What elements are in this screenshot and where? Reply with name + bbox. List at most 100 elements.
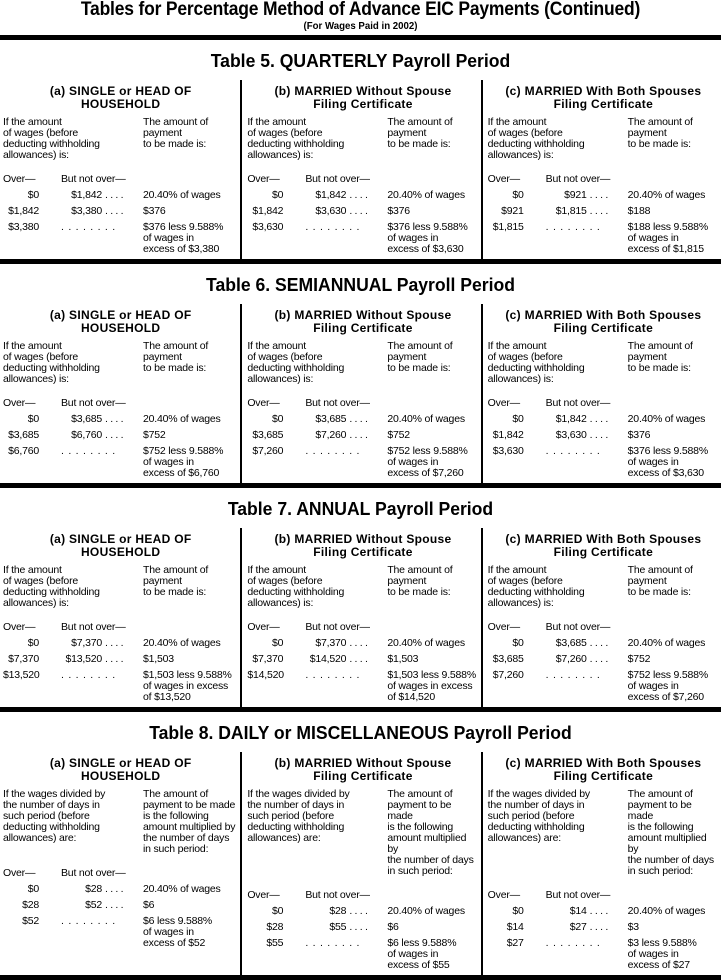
column-intro: If the amount of wages (before deducting…: [488, 341, 719, 385]
over-value: $0: [27, 189, 39, 201]
bracket-rows: $0 $1,842.... 20.40% of wages $1,842 $3,380.…: [3, 190, 238, 255]
over-value: $52: [22, 915, 39, 927]
wage-condition-text: If the wages divided by the number of da…: [487, 788, 590, 844]
leader-dots: ....: [105, 654, 126, 665]
over-value: $0: [272, 189, 284, 201]
bracket-row: $14 $27.... $3: [488, 922, 719, 938]
bracket-row: $1,842 $3,630.... $376: [488, 430, 719, 446]
leader-dots: ....: [589, 190, 611, 201]
leader-dots: ....: [349, 906, 371, 917]
leader-dots: ....: [349, 190, 371, 201]
document-title: Tables for Percentage Method of Advance …: [80, 0, 641, 20]
bracket-row: $6,760........ $752 less 9.588% of wages …: [3, 446, 238, 479]
bracket-rows: $0 $921.... 20.40% of wages $921 $1,815.... $…: [488, 190, 719, 255]
leader-dots: ....: [589, 206, 611, 217]
column-heading-line: (b) MARRIED Without Spouse: [274, 756, 452, 770]
payment-amount: $752 less 9.588% of wages in excess of $…: [387, 445, 468, 479]
over-label: Over—: [3, 867, 36, 879]
over-label: Over—: [3, 173, 36, 185]
payment-amount: 20.40% of wages: [387, 189, 465, 201]
not-over-value: $6,760: [71, 429, 102, 441]
column-intro: If the wages divided by the number of da…: [247, 789, 478, 877]
leader-dots: ....: [349, 206, 371, 217]
leader-dots: ........: [545, 446, 605, 457]
payment-amount: $6 less 9.588% of wages in excess of $52: [143, 915, 212, 949]
not-over-value: $3,685: [315, 413, 347, 425]
column-heading-line: HOUSEHOLD: [80, 545, 161, 559]
bracket-row: $0 $1,842.... 20.40% of wages: [3, 190, 238, 206]
payment-condition-text: The amount of payment to be made is the …: [387, 788, 474, 877]
bracket-header: Over— But not over—: [247, 622, 478, 633]
bracket-rows: $0 $3,685.... 20.40% of wages $3,685 $7,260.…: [247, 414, 478, 479]
leader-dots: ........: [305, 222, 364, 233]
not-over-label: But not over—: [545, 621, 611, 633]
filing-status-column: (a) SINGLE or HEAD OF HOUSEHOLD If the amo…: [0, 528, 240, 707]
not-over-value: $14,520: [309, 653, 347, 665]
over-value: $13,520: [3, 669, 40, 681]
not-over-value: $52: [85, 899, 102, 911]
over-value: $7,370: [252, 653, 284, 665]
bracket-row: $0 $921.... 20.40% of wages: [488, 190, 719, 206]
bracket-row: $52........ $6 less 9.588% of wages in ex…: [3, 916, 238, 949]
divider-bar: [0, 483, 721, 488]
leader-dots: ....: [105, 900, 126, 911]
bracket-row: $7,260........ $752 less 9.588% of wages …: [488, 670, 719, 703]
over-value: $3,685: [252, 429, 284, 441]
bracket-header: Over— But not over—: [488, 398, 719, 409]
not-over-value: $55: [329, 921, 347, 933]
bracket-row: $3,630........ $376 less 9.588% of wages …: [488, 446, 719, 479]
table-section: Table 5. QUARTERLY Payroll Period (a) SIN…: [0, 40, 721, 264]
divider-bar: [0, 707, 721, 712]
leader-dots: ........: [305, 938, 364, 949]
payment-amount: $1,503 less 9.588% of wages in excess of…: [387, 669, 476, 703]
bracket-row: $7,370 $14,520.... $1,503: [247, 654, 478, 670]
not-over-value: $14: [569, 905, 587, 917]
column-heading-line: Filing Certificate: [313, 97, 413, 111]
divider-bar: [0, 975, 721, 980]
column-heading-line: Filing Certificate: [313, 769, 413, 783]
over-label: Over—: [487, 173, 520, 185]
payment-condition-text: The amount of payment to be made is:: [387, 564, 453, 598]
filing-status-column: (a) SINGLE or HEAD OF HOUSEHOLD If the wag…: [0, 752, 240, 975]
bracket-header: Over— But not over—: [3, 174, 238, 185]
wage-condition-text: If the wages divided by the number of da…: [247, 788, 350, 844]
filing-status-column: (c) MARRIED With Both Spouses Filing Cert…: [480, 304, 721, 483]
bracket-row: $3,685 $7,260.... $752: [247, 430, 478, 446]
over-value: $1,842: [492, 429, 524, 441]
bracket-row: $0 $1,842.... 20.40% of wages: [247, 190, 478, 206]
over-value: $921: [501, 205, 524, 217]
filing-status-column: (b) MARRIED Without Spouse Filing Certifi…: [240, 80, 480, 259]
bracket-header: Over— But not over—: [3, 398, 238, 409]
over-label: Over—: [247, 173, 280, 185]
table-title: Table 8. DAILY or MISCELLANEOUS Payroll …: [149, 722, 572, 743]
bracket-row: $0 $7,370.... 20.40% of wages: [3, 638, 238, 654]
bracket-row: $1,815........ $188 less 9.588% of wages …: [488, 222, 719, 255]
bracket-row: $3,630........ $376 less 9.588% of wages …: [247, 222, 478, 255]
over-value: $3,380: [8, 221, 39, 233]
wage-condition-text: If the amount of wages (before deducting…: [487, 116, 585, 161]
leader-dots: ....: [349, 638, 371, 649]
payment-amount: 20.40% of wages: [143, 413, 221, 425]
payment-amount: $376: [143, 205, 166, 217]
column-heading-line: (b) MARRIED Without Spouse: [274, 532, 452, 546]
over-value: $0: [27, 413, 39, 425]
leader-dots: ....: [589, 922, 611, 933]
wage-condition-text: If the amount of wages (before deducting…: [3, 116, 100, 161]
table-title: Table 5. QUARTERLY Payroll Period: [210, 50, 511, 71]
over-value: $28: [22, 899, 39, 911]
divider-bar: [0, 259, 721, 264]
leader-dots: ........: [61, 670, 120, 681]
over-value: $1,842: [252, 205, 284, 217]
column-intro: If the amount of wages (before deducting…: [247, 565, 478, 609]
filing-status-column: (c) MARRIED With Both Spouses Filing Cert…: [480, 752, 721, 975]
payment-amount: $752: [143, 429, 166, 441]
leader-dots: ....: [105, 430, 126, 441]
bracket-row: $3,685 $6,760.... $752: [3, 430, 238, 446]
leader-dots: ........: [61, 446, 120, 457]
over-value: $0: [272, 637, 284, 649]
bracket-row: $1,842 $3,630.... $376: [247, 206, 478, 222]
bracket-rows: $0 $1,842.... 20.40% of wages $1,842 $3,630.…: [247, 190, 478, 255]
payment-amount: $752: [387, 429, 410, 441]
column-intro: If the amount of wages (before deducting…: [488, 565, 719, 609]
column-heading-line: Filing Certificate: [553, 769, 654, 783]
